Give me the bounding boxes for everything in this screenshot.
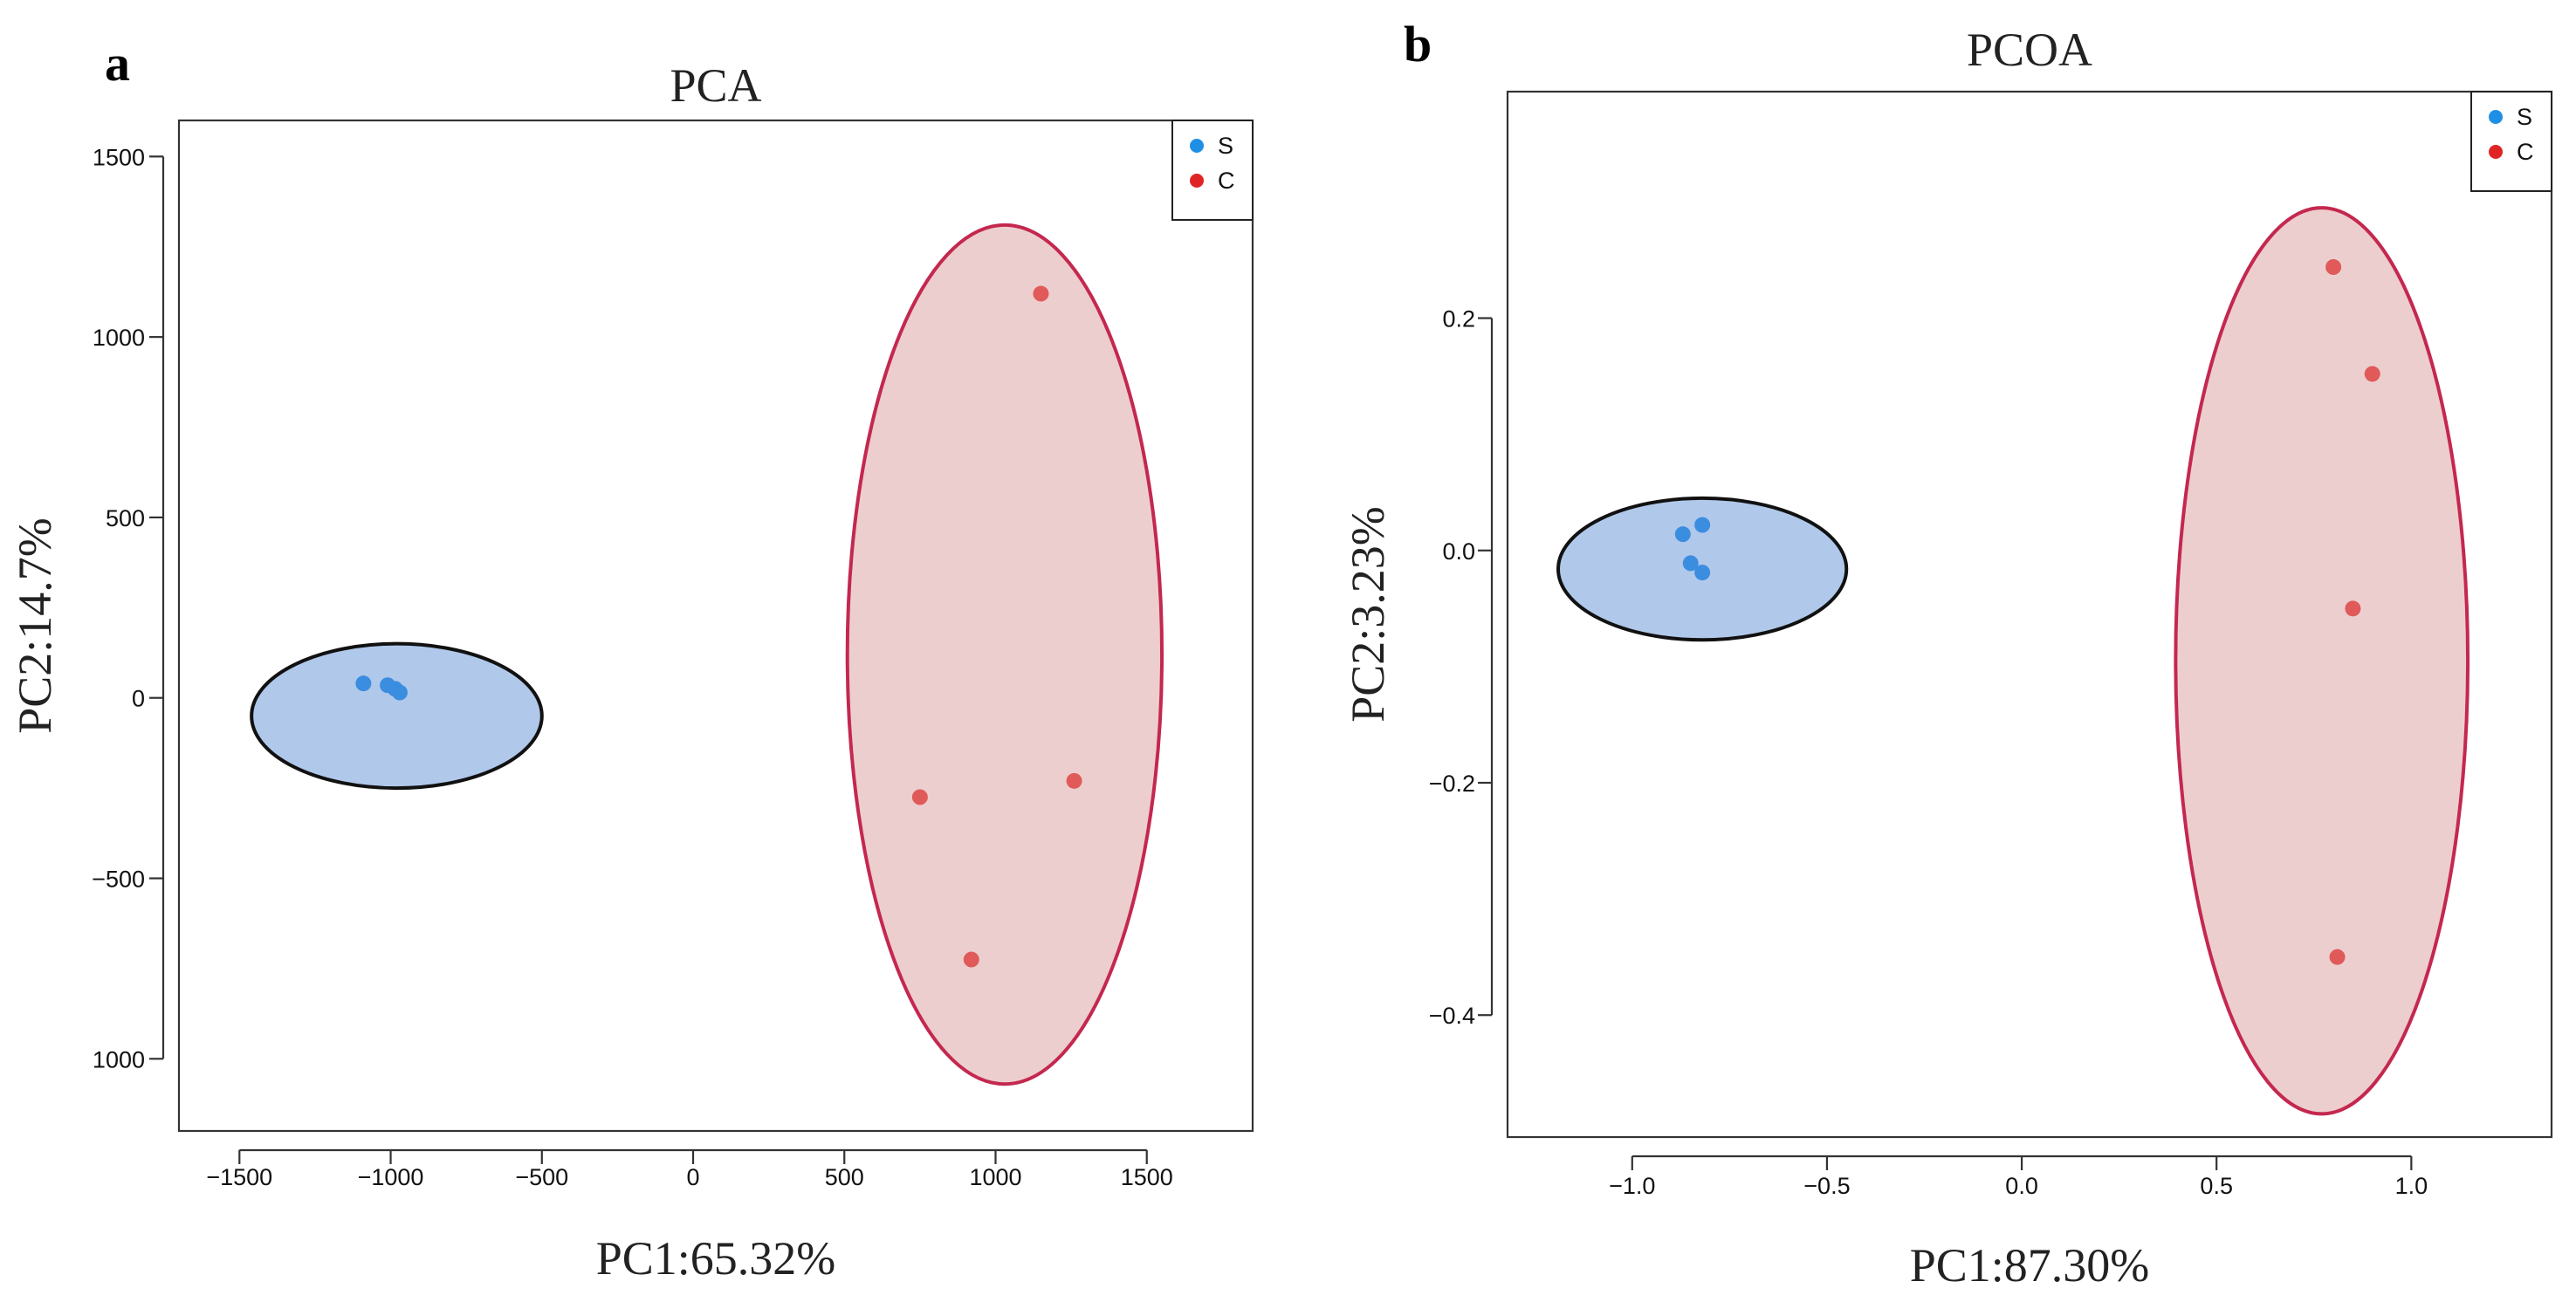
legend-box [2470,91,2552,192]
legend-marker-c [2489,145,2503,159]
data-point-c [1066,772,1082,789]
x-tick-label: −1.0 [1609,1173,1655,1199]
x-tick-label: −500 [515,1164,568,1190]
y-tick-label: 0.2 [1442,306,1475,332]
confidence-ellipse-c [2174,206,2470,1116]
data-point-c [911,789,928,805]
x-tick-label: 0 [686,1164,699,1190]
legend-marker-c [1190,174,1204,188]
data-point-c [2329,949,2346,965]
data-point-s [1674,526,1691,543]
x-tick-label: 1.0 [2395,1173,2428,1199]
legend-label-s: S [1218,133,1233,159]
data-point-s [391,684,408,701]
legend-label-c: C [1218,168,1235,194]
y-axis-title: PC2:14.7% [9,517,61,734]
x-tick-label: 0.5 [2200,1173,2233,1199]
confidence-ellipse-s [250,641,544,791]
x-tick-label: 500 [825,1164,864,1190]
y-tick-label: 1500 [93,144,145,170]
panel-label: a [105,35,130,92]
data-point-c [2345,600,2361,617]
data-point-c [2364,366,2380,382]
data-point-c [1033,285,1049,302]
y-tick-label: −0.2 [1429,771,1475,797]
data-point-s [1682,555,1699,572]
y-tick-label: 1000 [93,1046,145,1072]
x-tick-label: −1500 [206,1164,272,1190]
data-point-c [2325,258,2342,275]
x-axis-title: PC1:65.32% [596,1232,836,1285]
data-point-s [355,675,372,692]
chart-title: PCA [670,59,761,112]
x-tick-label: −1000 [358,1164,424,1190]
x-tick-label: 0.0 [2005,1173,2038,1199]
x-tick-label: −0.5 [1803,1173,1850,1199]
y-tick-label: −0.4 [1429,1003,1475,1029]
confidence-ellipse-c [845,223,1164,1086]
x-axis-title: PC1:87.30% [1910,1239,2150,1292]
legend-marker-s [2489,110,2503,124]
y-tick-label: 0 [132,686,145,712]
data-point-s [1694,565,1711,581]
legend-marker-s [1190,139,1204,153]
legend-label-s: S [2517,104,2532,130]
y-tick-label: 1000 [93,325,145,351]
y-axis-title: PC2:3.23% [1342,506,1394,723]
x-tick-label: 1500 [1121,1164,1173,1190]
panel-label: b [1404,16,1432,72]
data-point-s [1694,517,1711,533]
y-tick-label: 500 [106,505,145,531]
data-point-c [963,951,979,968]
legend-label-c: C [2517,139,2534,165]
y-tick-label: 0.0 [1442,538,1475,565]
y-tick-label: −500 [92,867,145,893]
x-tick-label: 1000 [969,1164,1021,1190]
legend-box [1171,120,1254,221]
chart-title: PCOA [1967,24,2092,76]
